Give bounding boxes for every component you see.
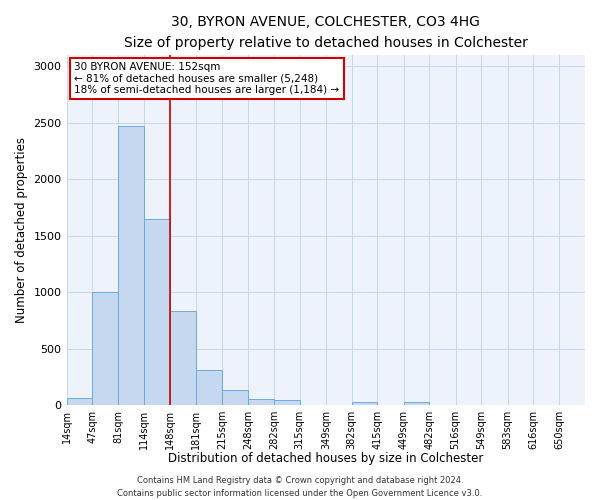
Text: 30 BYRON AVENUE: 152sqm
← 81% of detached houses are smaller (5,248)
18% of semi: 30 BYRON AVENUE: 152sqm ← 81% of detache… xyxy=(74,62,340,95)
Bar xyxy=(118,126,144,405)
Bar xyxy=(223,390,248,405)
Text: Contains HM Land Registry data © Crown copyright and database right 2024.
Contai: Contains HM Land Registry data © Crown c… xyxy=(118,476,482,498)
Y-axis label: Number of detached properties: Number of detached properties xyxy=(15,137,28,323)
Bar xyxy=(352,402,377,405)
Bar xyxy=(248,399,274,405)
Bar xyxy=(92,292,118,405)
Bar xyxy=(170,312,196,405)
Bar xyxy=(196,370,223,405)
Bar xyxy=(144,218,170,405)
X-axis label: Distribution of detached houses by size in Colchester: Distribution of detached houses by size … xyxy=(168,452,484,465)
Bar xyxy=(274,400,300,405)
Bar xyxy=(67,398,92,405)
Bar xyxy=(404,402,429,405)
Title: 30, BYRON AVENUE, COLCHESTER, CO3 4HG
Size of property relative to detached hous: 30, BYRON AVENUE, COLCHESTER, CO3 4HG Si… xyxy=(124,15,528,50)
